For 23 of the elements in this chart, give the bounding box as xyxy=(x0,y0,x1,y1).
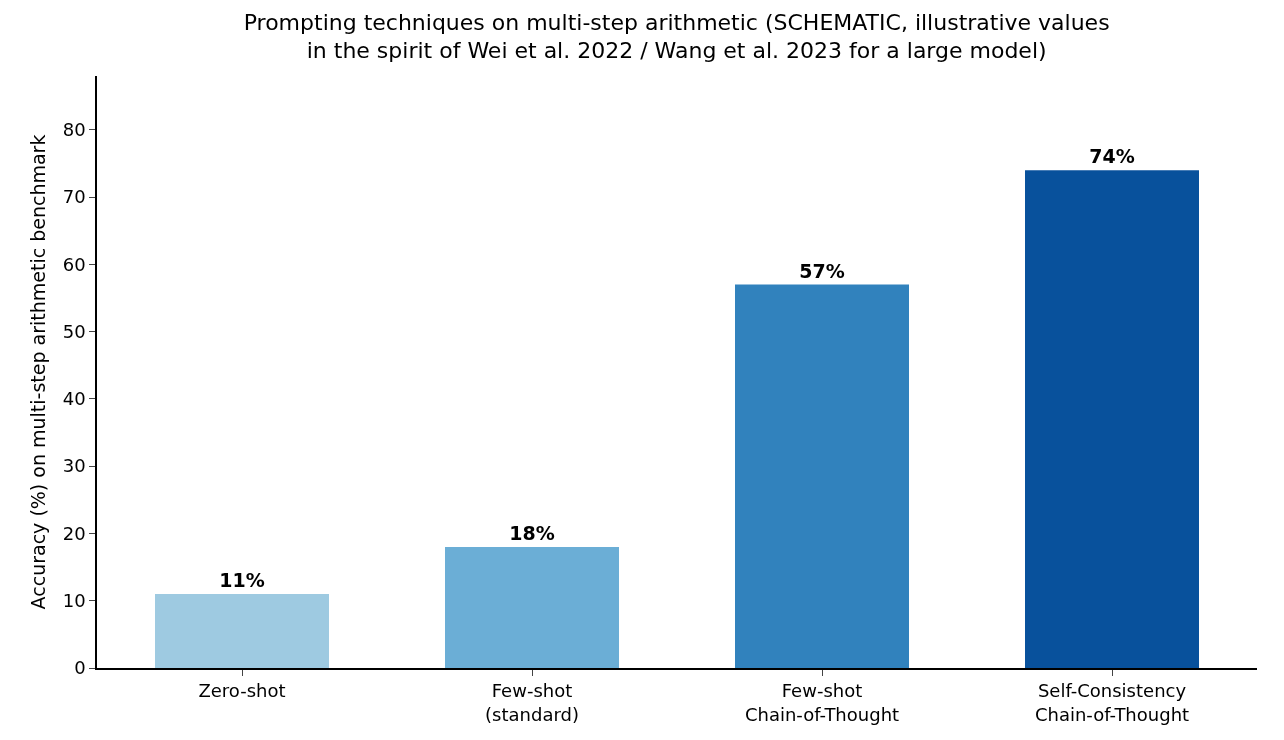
chart-title: Prompting techniques on multi-step arithmetic (SCHEMATIC, illustrative values in the spirit of Wei et al. 2022 / Wang et al. 2023 for a large model) xyxy=(243,9,1110,64)
y-tick-label: 0 xyxy=(74,657,86,679)
y-tick-label: 60 xyxy=(62,253,86,275)
data-label: 18% xyxy=(509,521,555,544)
y-tick-label: 40 xyxy=(62,388,86,410)
y-tick-label: 10 xyxy=(62,590,86,612)
bar xyxy=(445,546,619,668)
bar xyxy=(155,594,329,668)
x-tick-label: Zero-shot xyxy=(198,680,286,702)
y-tick-label: 20 xyxy=(62,522,86,544)
y-tick-label: 50 xyxy=(62,320,86,342)
data-label: 57% xyxy=(799,259,845,282)
data-label: 74% xyxy=(1089,145,1135,168)
y-tick-label: 80 xyxy=(62,119,86,141)
data-label: 11% xyxy=(219,569,265,591)
x-tick-label: Few-shot Chain-of-Thought xyxy=(744,680,900,725)
y-tick-label: 30 xyxy=(62,455,86,477)
bar xyxy=(735,284,909,668)
y-tick-label: 70 xyxy=(62,186,86,208)
y-axis-title: Accuracy (%) on multi-step arithmetic benchmark xyxy=(27,134,50,610)
x-tick-label: Self-Consistency Chain-of-Thought xyxy=(1034,680,1190,725)
bar xyxy=(1025,170,1199,668)
x-tick-label: Few-shot (standard) xyxy=(485,680,579,725)
